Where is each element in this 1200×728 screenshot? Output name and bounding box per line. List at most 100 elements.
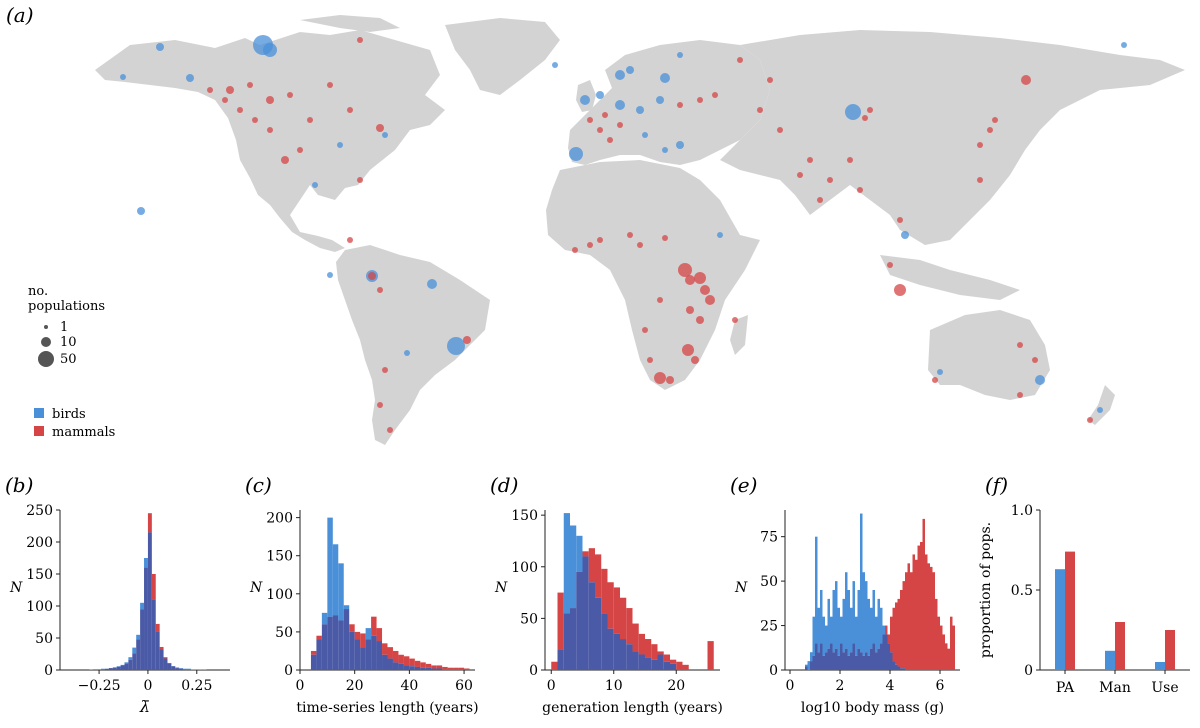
bar-birds — [321, 612, 328, 625]
mammal-population-point — [597, 127, 603, 133]
bar-overlap — [852, 643, 855, 670]
bar-overlap — [557, 649, 564, 670]
bird-population-point — [717, 232, 723, 238]
bird-population-point — [186, 74, 194, 82]
bar-mammals — [940, 625, 943, 670]
bar-overlap — [414, 666, 421, 670]
mammal-population-point — [797, 172, 803, 178]
bar-mammals — [425, 663, 432, 668]
bar-overlap — [817, 652, 820, 670]
bar-mammals — [151, 574, 156, 600]
bar-mammals — [917, 545, 920, 670]
mammal-population-point — [357, 177, 363, 183]
mammal-population-point — [368, 272, 376, 280]
bar-overlap — [570, 608, 577, 670]
bar-overlap — [663, 661, 670, 670]
bird-population-point — [382, 132, 388, 138]
mammal-population-point — [682, 344, 694, 356]
bar-mammals — [620, 597, 627, 640]
bar-mammals-Use — [1165, 630, 1175, 670]
x-axis-label: log10 body mass (g) — [801, 700, 944, 716]
bar-mammals — [551, 661, 558, 670]
bar-overlap — [902, 668, 905, 670]
bar-overlap — [582, 556, 589, 670]
size-legend-label-10: 10 — [60, 335, 77, 350]
mammal-population-point — [327, 82, 333, 88]
mammal-population-point — [847, 157, 853, 163]
bar-mammals — [582, 551, 589, 557]
bar-overlap — [453, 669, 459, 670]
bar-overlap — [563, 613, 570, 670]
bar-birds — [855, 616, 858, 656]
bar-overlap — [638, 654, 645, 670]
bar-overlap — [870, 648, 873, 670]
y-tick-label: 0.5 — [1011, 583, 1033, 599]
bar-overlap — [360, 647, 366, 670]
bar-birds — [877, 598, 880, 649]
mammal-population-point — [587, 117, 593, 123]
mammal-population-point — [887, 262, 893, 268]
mammal-population-point — [662, 235, 668, 241]
bar-overlap — [403, 665, 410, 670]
mammal-population-point — [247, 82, 253, 88]
bar-birds — [198, 669, 203, 670]
bar-mammals — [947, 648, 950, 670]
bar-mammals — [431, 665, 437, 669]
bar-overlap — [332, 615, 339, 670]
bird-population-point — [1097, 407, 1103, 413]
bar-overlap — [857, 648, 860, 670]
bar-mammals — [902, 581, 905, 669]
mammal-population-point — [387, 427, 393, 433]
bar-mammals — [607, 582, 614, 629]
mammal-population-point — [678, 263, 692, 277]
new-zealand-landmass — [1088, 385, 1115, 425]
group-legend-swatch-birds — [34, 408, 44, 418]
world-map: (a) no. populations 1 10 50 birds mammal… — [6, 3, 1185, 445]
bar-mammals — [414, 660, 421, 667]
bar-overlap — [365, 639, 372, 670]
x-axis-label: λ̄ — [139, 697, 150, 716]
bar-mammals — [398, 654, 404, 664]
bar-overlap — [810, 661, 813, 670]
bar-mammals — [371, 616, 377, 636]
bar-birds — [875, 616, 878, 653]
y-tick-label: 100 — [266, 587, 293, 603]
mammal-population-point — [867, 107, 873, 113]
bar-mammals — [945, 643, 948, 670]
size-legend-label-50: 50 — [60, 352, 77, 367]
mammal-population-point — [597, 237, 603, 243]
bar-mammals — [638, 633, 645, 655]
bar-birds — [882, 625, 885, 635]
bar-birds — [862, 572, 865, 656]
bar-overlap — [820, 643, 823, 670]
mammal-population-point — [857, 187, 863, 193]
bar-mammals-Man — [1115, 622, 1125, 670]
chart-panel-b: (b) 0 50 100 150 200 250 N −0.25 0 0.25 λ̄ — [5, 473, 230, 716]
bar-mammals-PA — [1065, 551, 1075, 670]
y-tick-label: 0 — [769, 663, 778, 679]
bar-mammals — [912, 554, 915, 670]
mammal-population-point — [572, 247, 578, 253]
bar-overlap — [97, 669, 102, 670]
bird-population-point — [626, 66, 634, 74]
mammal-population-point — [297, 147, 303, 153]
x-tick-label: Man — [1099, 680, 1131, 696]
bar-overlap — [835, 648, 838, 670]
bird-population-point — [580, 95, 590, 105]
bar-birds — [867, 598, 870, 656]
x-tick-label: 0 — [143, 678, 152, 694]
bar-overlap — [867, 655, 870, 670]
y-tick-label: 100 — [511, 560, 538, 576]
bar-birds — [860, 513, 863, 653]
mammal-population-point — [862, 115, 868, 121]
bar-mammals — [349, 624, 355, 632]
bird-population-point — [327, 272, 333, 278]
bar-mammals — [557, 592, 564, 650]
x-tick-label: 4 — [886, 678, 895, 694]
bird-population-point — [447, 337, 465, 355]
bird-population-point — [569, 147, 583, 161]
bar-mammals — [588, 548, 595, 583]
mammal-population-point — [1087, 417, 1093, 423]
bar-birds — [817, 607, 820, 653]
